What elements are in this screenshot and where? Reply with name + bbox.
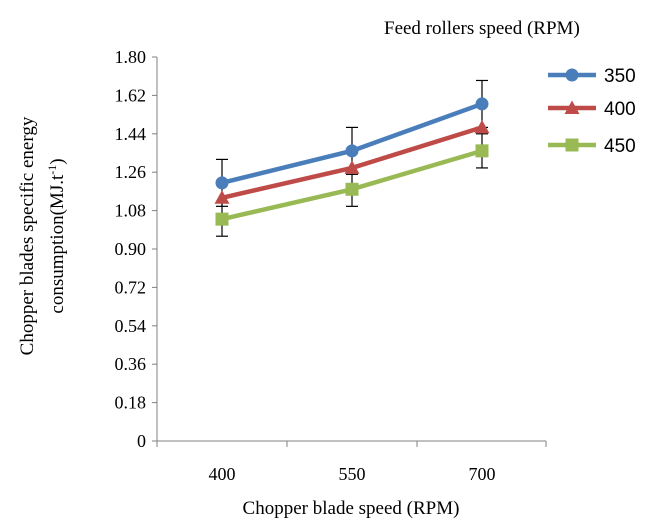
y-tick-label: 1.26 <box>115 162 147 182</box>
legend-item: 400 <box>548 99 636 120</box>
data-point-350 <box>215 176 229 190</box>
legend-marker <box>564 100 580 114</box>
y-tick-label: 0.36 <box>115 354 147 374</box>
y-tick-label: 0.90 <box>115 239 147 259</box>
y-axis-label-close: ) <box>47 158 68 164</box>
x-tick-label: 400 <box>209 464 236 484</box>
y-tick-label: 1.80 <box>115 47 147 67</box>
x-axis-label: Chopper blade speed (RPM) <box>243 498 460 519</box>
y-axis-label-line2: consumption(MJ.t-1) <box>45 158 68 313</box>
data-point-450 <box>345 182 359 196</box>
legend-marker <box>565 68 579 82</box>
y-tick-label: 0.72 <box>115 277 147 297</box>
legend-label: 450 <box>604 136 636 157</box>
y-tick-label: 1.62 <box>115 85 147 105</box>
data-point-350 <box>345 144 359 158</box>
legend-item: 350 <box>548 66 636 87</box>
y-tick-label: 0 <box>137 431 146 451</box>
data-point-400 <box>214 190 230 204</box>
y-tick-label: 1.08 <box>115 201 147 221</box>
y-tick-label: 1.44 <box>115 124 147 144</box>
legend-marker <box>565 138 579 152</box>
x-ticks: 400 550 700 <box>156 441 547 484</box>
legend: 350 400 450 <box>548 66 636 157</box>
y-tick-label: 0.18 <box>115 393 147 413</box>
y-axis-label-main: consumption(MJ.t <box>47 174 68 314</box>
data-point-350 <box>475 97 489 111</box>
x-tick-label: 550 <box>339 464 366 484</box>
legend-label: 350 <box>604 66 636 87</box>
data-point-400 <box>344 160 360 174</box>
legend-label: 400 <box>604 99 636 120</box>
legend-title: Feed rollers speed (RPM) <box>384 18 580 39</box>
chart-axes <box>156 57 546 442</box>
y-tick-label: 0.54 <box>115 316 147 336</box>
y-axis-label-line1: Chopper blades specific energy <box>17 116 38 355</box>
x-tick-label: 700 <box>469 464 496 484</box>
data-point-450 <box>215 212 229 226</box>
y-ticks: 0 0.18 0.36 0.54 0.72 0.90 1.08 1.26 1.44 1.62 1.8… <box>115 47 157 451</box>
series-lines <box>214 97 490 226</box>
legend-item: 450 <box>548 136 636 157</box>
data-point-400 <box>474 119 490 134</box>
data-point-450 <box>475 144 489 158</box>
y-axis-label-superscript: -1 <box>45 165 59 175</box>
